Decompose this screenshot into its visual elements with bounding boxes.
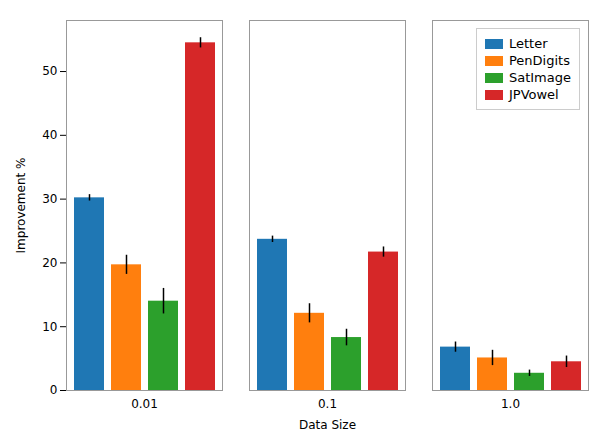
html-text:PenDigits: PenDigits bbox=[509, 53, 570, 68]
svg-text:0.1: 0.1 bbox=[318, 397, 337, 411]
html-text:SatImage: SatImage bbox=[509, 70, 571, 85]
html-text:Letter: Letter bbox=[509, 36, 548, 51]
svg-text:Data Size: Data Size bbox=[299, 418, 356, 432]
svg-text:50: 50 bbox=[42, 64, 57, 78]
svg-text:0.01: 0.01 bbox=[131, 397, 158, 411]
html-text:JPVowel: JPVowel bbox=[509, 87, 559, 102]
svg-text:Improvement %: Improvement % bbox=[14, 158, 28, 254]
svg-text:10: 10 bbox=[42, 320, 57, 334]
svg-text:0: 0 bbox=[50, 383, 58, 397]
svg-text:1.0: 1.0 bbox=[501, 397, 520, 411]
svg-text:20: 20 bbox=[42, 256, 57, 270]
svg-text:40: 40 bbox=[42, 128, 57, 142]
svg-text:30: 30 bbox=[42, 192, 57, 206]
